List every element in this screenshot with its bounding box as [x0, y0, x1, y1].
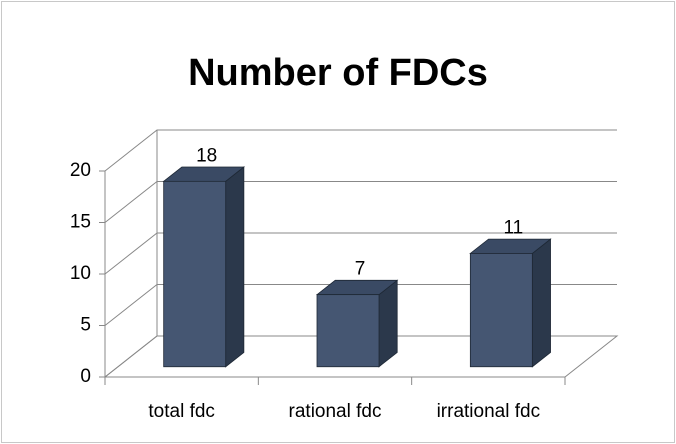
- y-tick-label: 5: [80, 315, 91, 336]
- x-tick-label: irrational fdc: [437, 401, 541, 422]
- chart-title: Number of FDCs: [188, 52, 488, 94]
- bar-side: [531, 238, 551, 368]
- y-tick-label: 10: [70, 263, 91, 284]
- y-tick-label: 15: [70, 212, 91, 233]
- bar-side: [378, 279, 398, 368]
- y-tick-label: 0: [80, 366, 91, 387]
- bar: [316, 294, 380, 368]
- bar: [469, 253, 533, 368]
- data-label: 7: [355, 259, 366, 280]
- x-tick-label: rational fdc: [289, 401, 382, 422]
- data-label: 18: [196, 145, 217, 166]
- data-label: 11: [503, 217, 523, 238]
- y-tick-label: 20: [70, 160, 91, 181]
- x-tick-label: total fdc: [148, 401, 215, 422]
- bar: [163, 180, 227, 368]
- bar-side: [225, 166, 245, 368]
